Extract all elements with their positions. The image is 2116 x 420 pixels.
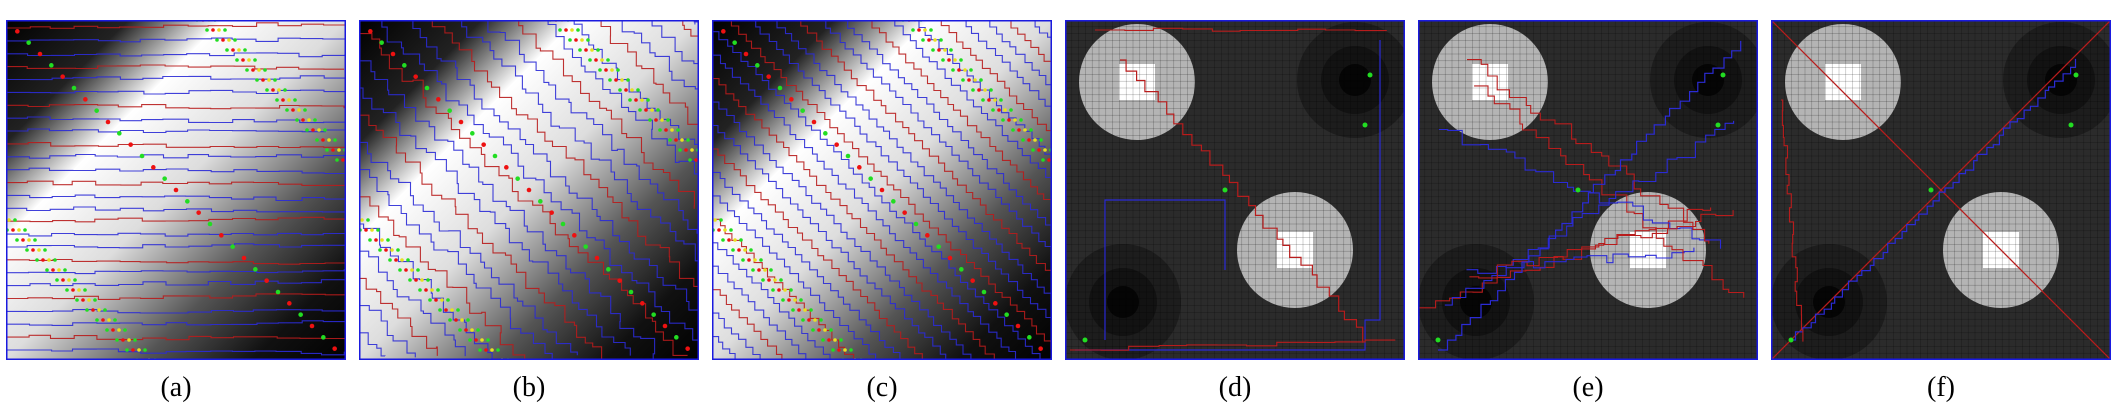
figure-panel-f [1771,20,2111,360]
panel-d-caption: (d) [1218,372,1252,403]
figure-panel-d [1065,20,1405,360]
figure-panel-b [359,20,699,360]
figure-panel-c [712,20,1052,360]
panel-f-caption: (f) [1927,372,1955,403]
panel-b-caption: (b) [512,372,546,403]
panel-a-caption: (a) [160,372,192,403]
panel-b-image [359,20,699,360]
figure-panel-a [6,20,346,360]
panel-c-image [712,20,1052,360]
panel-c-caption: (c) [866,372,898,403]
figure-panel-e [1418,20,1758,360]
panel-e-caption: (e) [1572,372,1604,403]
panel-a-image [6,20,346,360]
panel-e-image [1418,20,1758,360]
panel-f-image [1771,20,2111,360]
panel-d-image [1065,20,1405,360]
